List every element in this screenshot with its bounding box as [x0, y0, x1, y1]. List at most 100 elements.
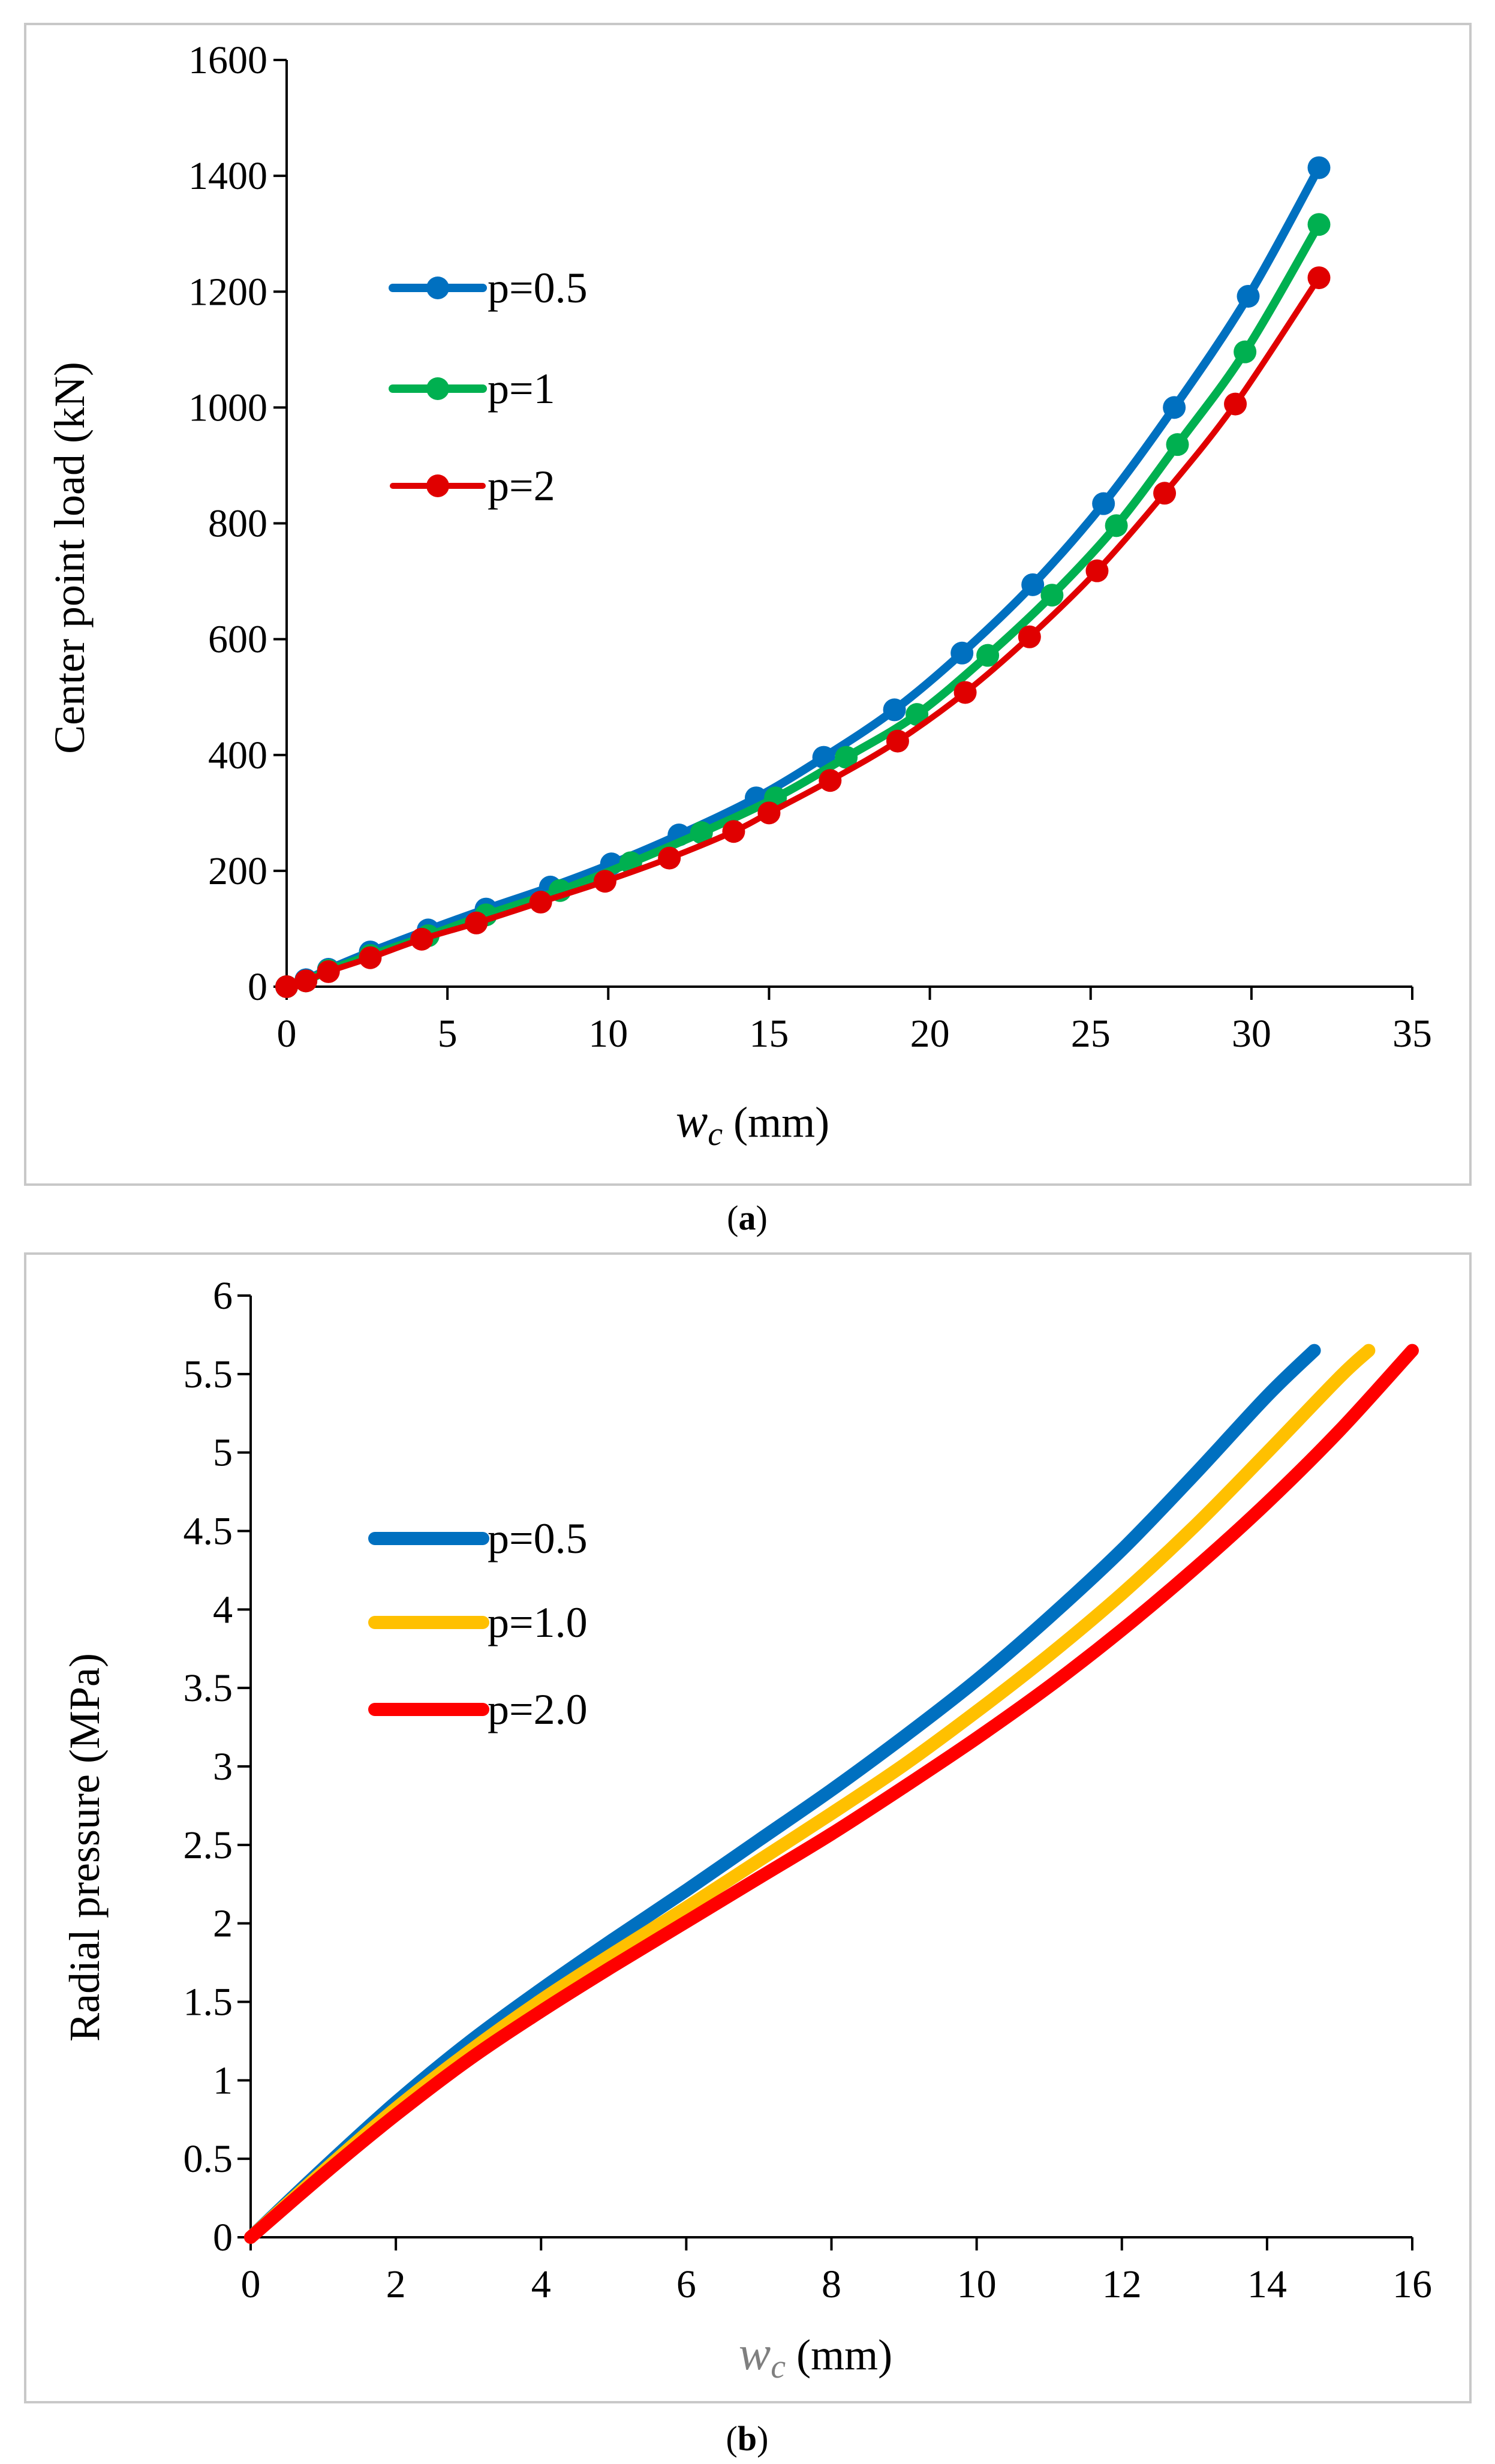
x-tick-label: 4 — [531, 2262, 551, 2306]
x-tick-label: 0 — [241, 2262, 261, 2306]
x-tick-label: 2 — [386, 2262, 406, 2306]
panel-a-caption: (a) — [727, 1198, 768, 1237]
series-line-p-0-5 — [282, 163, 1323, 991]
data-point-p-2 — [465, 911, 488, 934]
panel-a-axes: 0 200 400 600 800 1000 1200 1400 1600 0 5 10 15 20 25 3… — [188, 38, 1432, 1056]
panel-a-xlabel: wc (mm) — [676, 1095, 829, 1153]
panel-a-ylabel: Center point load (kN) — [46, 362, 94, 754]
data-point-p-0-5 — [1021, 573, 1045, 596]
legend-label-p-1: p=1 — [488, 365, 555, 413]
x-tick-label: 14 — [1247, 2262, 1287, 2306]
data-point-p-2 — [757, 801, 781, 825]
legend-label-p-0-5: p=0.5 — [488, 264, 588, 312]
x-tick-label: 10 — [957, 2262, 997, 2306]
y-tick-label: 2 — [213, 1902, 233, 1946]
data-point-p-1 — [690, 821, 713, 845]
data-point-p-1 — [976, 644, 1000, 667]
data-point-p-2 — [1153, 482, 1177, 505]
data-point-p-2 — [593, 870, 616, 893]
y-tick-label: 1 — [213, 2059, 233, 2102]
y-tick-label: 3.5 — [184, 1666, 233, 1710]
panel-b-series — [244, 1344, 1419, 2244]
data-point-p-0-5 — [1092, 492, 1115, 515]
y-tick-label: 0 — [248, 965, 267, 1009]
x-tick-label: 0 — [277, 1012, 297, 1056]
series-line-p-1 — [282, 220, 1323, 991]
panel-b-xlabel: wc (mm) — [739, 2327, 892, 2385]
legend-marker-p-0-5 — [426, 277, 449, 299]
data-point-p-2 — [886, 729, 909, 753]
legend-label-p-2: p=2 — [488, 462, 555, 510]
legend-marker-p-2 — [426, 474, 449, 497]
panel-b-ylabel: Radial pressure (MPa) — [61, 1653, 109, 2042]
x-tick-label: 25 — [1071, 1012, 1111, 1056]
legend-label-p-1-0: p=1.0 — [488, 1598, 588, 1646]
x-tick-label: 12 — [1102, 2262, 1142, 2306]
data-point-p-2 — [658, 846, 681, 870]
data-point-p-1 — [1166, 433, 1189, 456]
y-tick-label: 4 — [213, 1588, 233, 1631]
panel-a-legend: p=0.5 p=1 p=2 — [389, 264, 588, 510]
data-point-p-1 — [835, 746, 858, 769]
data-point-p-0-5 — [1163, 396, 1186, 419]
y-tick-label: 6 — [213, 1274, 233, 1318]
data-point-p-2 — [317, 960, 340, 983]
chart-panel-a: 0 200 400 600 800 1000 1200 1400 1600 0 5 10 15 20 25 3… — [24, 23, 1472, 1237]
panel-b-caption: (b) — [726, 2419, 769, 2458]
data-point-p-0-5 — [1237, 284, 1260, 308]
y-tick-label: 5.5 — [184, 1353, 233, 1396]
data-point-p-2 — [1085, 559, 1109, 582]
legend-label-p-2-0: p=2.0 — [488, 1685, 588, 1733]
data-point-p-2 — [819, 769, 842, 792]
chart-panel-b: 0 0.5 1 1.5 2 2.5 3 3.5 4 4.5 5 5.5 6 0 2 4 6 8 10 12 14 16 p… — [24, 1252, 1472, 2458]
y-tick-label: 4.5 — [184, 1510, 233, 1553]
y-tick-label: 200 — [208, 849, 267, 893]
y-tick-label: 400 — [208, 734, 267, 777]
x-tick-label: 6 — [676, 2262, 696, 2306]
x-tick-label: 8 — [822, 2262, 841, 2306]
data-point-p-1 — [906, 703, 929, 726]
panel-a-series — [275, 156, 1331, 998]
data-point-p-2 — [722, 820, 745, 843]
data-point-p-2 — [1224, 392, 1247, 416]
x-tick-label: 5 — [438, 1012, 458, 1056]
x-tick-label: 35 — [1392, 1012, 1432, 1056]
data-point-p-2 — [294, 969, 318, 993]
panel-a-border — [24, 23, 1472, 1186]
y-tick-label: 0.5 — [184, 2137, 233, 2181]
data-point-p-1 — [1307, 213, 1331, 236]
x-tick-label: 20 — [910, 1012, 950, 1056]
legend-label-p-0-5: p=0.5 — [488, 1515, 588, 1562]
x-tick-label: 15 — [749, 1012, 789, 1056]
data-point-p-1 — [1105, 514, 1128, 537]
data-point-p-2 — [1018, 625, 1041, 648]
y-tick-label: 1400 — [188, 154, 267, 198]
legend-marker-p-1 — [426, 377, 449, 400]
x-tick-label: 10 — [588, 1012, 628, 1056]
y-tick-label: 1200 — [188, 270, 267, 314]
data-point-p-0-5 — [1307, 156, 1331, 179]
panel-b-axes: 0 0.5 1 1.5 2 2.5 3 3.5 4 4.5 5 5.5 6 0 2 4 6 8 10 12 14 16 — [184, 1274, 1433, 2306]
data-point-p-2 — [529, 891, 552, 914]
data-point-p-1 — [1040, 584, 1064, 607]
y-tick-label: 800 — [208, 502, 267, 546]
data-point-p-2 — [359, 946, 382, 969]
data-point-p-2 — [1307, 266, 1331, 290]
x-tick-label: 30 — [1232, 1012, 1271, 1056]
y-tick-label: 5 — [213, 1431, 233, 1475]
y-tick-label: 0 — [213, 2216, 233, 2259]
data-point-p-2 — [410, 927, 434, 951]
panel-b-border — [24, 1252, 1472, 2403]
series-line-p-2-0 — [244, 1344, 1419, 2244]
y-tick-label: 1.5 — [184, 1981, 233, 2024]
y-tick-label: 2.5 — [184, 1823, 233, 1867]
data-point-p-0-5 — [950, 641, 974, 665]
x-tick-label: 16 — [1392, 2262, 1432, 2306]
y-tick-label: 1000 — [188, 386, 267, 429]
data-point-p-1 — [1234, 340, 1257, 363]
data-point-p-2 — [953, 681, 977, 704]
y-tick-label: 3 — [213, 1745, 233, 1789]
y-tick-label: 1600 — [188, 38, 267, 82]
y-tick-label: 600 — [208, 618, 267, 662]
